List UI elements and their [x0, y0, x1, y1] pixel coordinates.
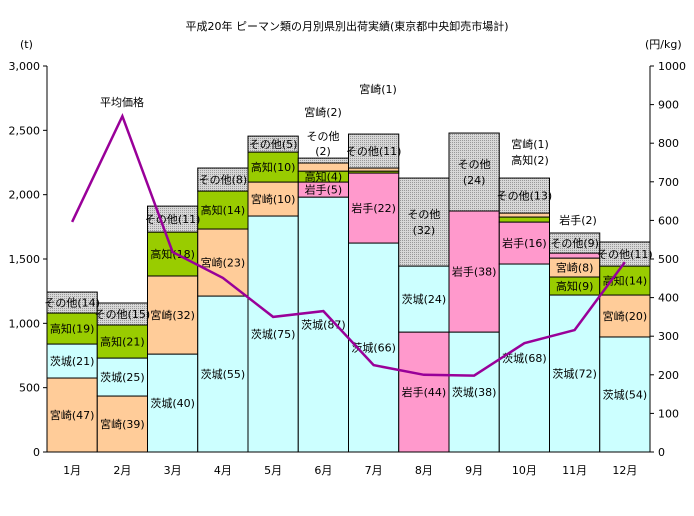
segment-label: 岩手(16) [502, 236, 547, 250]
segment-label: 茨城(38) [452, 385, 497, 399]
segment-label: 茨城(21) [50, 354, 95, 368]
x-tick-label: 8月 [415, 464, 433, 477]
y2-tick-label: 200 [658, 369, 679, 382]
segment-label: その他(15) [95, 308, 151, 321]
segment-label: 高知(9) [556, 279, 594, 293]
y2-tick-label: 100 [658, 407, 679, 420]
segment-label: 宮崎(8) [556, 261, 594, 275]
segment-label: 茨城(55) [201, 367, 246, 381]
x-tick-label: 3月 [164, 464, 182, 477]
bar-segment [298, 158, 348, 163]
x-tick-label: 7月 [365, 464, 383, 477]
y2-tick-label: 1000 [658, 60, 686, 73]
bar-segment [449, 133, 499, 211]
y-tick-label: 2,000 [9, 189, 41, 202]
y2-tick-label: 800 [658, 137, 679, 150]
x-tick-label: 6月 [314, 464, 332, 477]
segment-label: 茨城(54) [603, 387, 648, 401]
annotation-label: (2) [315, 145, 331, 158]
segment-label: 宮崎(32) [150, 308, 195, 322]
y2-tick-label: 0 [658, 446, 665, 459]
segment-label: その他(8) [199, 174, 248, 187]
segment-label: 宮崎(39) [100, 417, 145, 431]
bar-segment [499, 213, 549, 217]
y-axis-unit: (t) [20, 38, 33, 51]
segment-label: (32) [413, 224, 436, 237]
bar-segment [399, 178, 449, 266]
y2-tick-label: 300 [658, 330, 679, 343]
segment-label: 茨城(24) [402, 292, 447, 306]
segment-label: 宮崎(23) [201, 256, 246, 270]
annotation-label: 高知(2) [511, 153, 549, 167]
segment-label: 高知(4) [305, 170, 343, 184]
segment-label: 高知(14) [603, 274, 648, 288]
segment-label: その他(5) [249, 138, 298, 151]
x-tick-label: 4月 [214, 464, 232, 477]
segment-label: 岩手(22) [351, 201, 396, 215]
y2-axis-unit: (円/kg) [645, 38, 682, 51]
y2-tick-label: 600 [658, 214, 679, 227]
annotation-label: 岩手(2) [559, 213, 597, 227]
y2-tick-label: 400 [658, 292, 679, 305]
x-tick-label: 1月 [63, 464, 81, 477]
segment-label: 岩手(38) [452, 265, 497, 279]
segment-label: 高知(21) [100, 335, 145, 349]
y2-tick-label: 500 [658, 253, 679, 266]
bar-segment [499, 217, 549, 222]
x-tick-label: 10月 [512, 464, 537, 477]
y-tick-label: 1,000 [9, 317, 41, 330]
segment-label: 高知(10) [251, 160, 296, 174]
segment-label: その他(11) [145, 213, 201, 226]
chart-title: 平成20年 ピーマン類の月別県別出荷実績(東京都中央卸売市場計) [185, 19, 508, 33]
segment-label: 岩手(5) [305, 183, 343, 197]
segment-label: 宮崎(20) [603, 309, 648, 323]
segment-label: その他(14) [44, 297, 100, 310]
segment-label: 茨城(25) [100, 370, 145, 384]
segment-label: その他 [458, 158, 491, 171]
segment-label: その他(11) [346, 145, 402, 158]
y2-tick-label: 700 [658, 176, 679, 189]
segment-label: 宮崎(10) [251, 192, 296, 206]
segment-label: その他(13) [497, 190, 553, 203]
bar-segment [550, 253, 600, 258]
x-tick-label: 2月 [113, 464, 131, 477]
y-tick-label: 1,500 [9, 253, 41, 266]
y-tick-label: 3,000 [9, 60, 41, 73]
segment-label: 茨城(40) [150, 396, 195, 410]
annotation-label: 宮崎(1) [359, 82, 397, 96]
price-line-label: 平均価格 [100, 95, 144, 109]
y-tick-label: 500 [19, 382, 40, 395]
annotation-label: 宮崎(2) [304, 105, 342, 119]
segment-label: その他(11) [597, 248, 653, 261]
segment-label: 高知(14) [201, 203, 246, 217]
segment-label: 茨城(72) [552, 367, 597, 381]
segment-label: その他 [407, 208, 440, 221]
segment-label: 高知(19) [50, 322, 95, 336]
x-tick-label: 9月 [465, 464, 483, 477]
annotation-label: その他 [307, 130, 340, 143]
annotation-label: 宮崎(1) [511, 137, 549, 151]
x-tick-label: 5月 [264, 464, 282, 477]
x-tick-label: 12月 [612, 464, 637, 477]
x-tick-label: 11月 [562, 464, 587, 477]
y-tick-label: 2,500 [9, 124, 41, 137]
segment-label: その他(9) [550, 237, 599, 250]
y2-tick-label: 900 [658, 99, 679, 112]
segment-label: 岩手(44) [402, 385, 447, 399]
segment-label: 宮崎(47) [50, 408, 95, 422]
segment-label: 茨城(75) [251, 327, 296, 341]
segment-label: (24) [463, 174, 486, 187]
y-tick-label: 0 [33, 446, 40, 459]
